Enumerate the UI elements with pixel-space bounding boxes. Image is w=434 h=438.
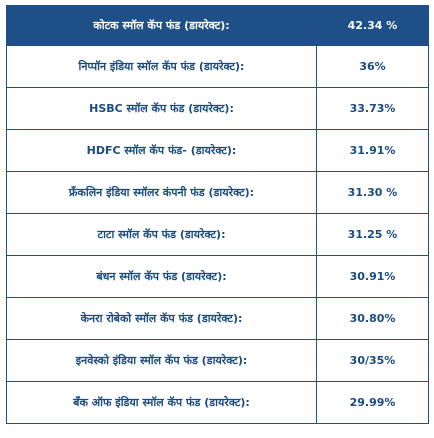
fund-return-cell: 33.73% (316, 87, 429, 130)
fund-return-cell: 30.91% (316, 255, 429, 298)
header-fund-return: 42.34 % (316, 5, 429, 46)
fund-return-cell: 31.25 % (316, 213, 429, 256)
table-row: बंधन स्मॉल कॅप फंड (डायरेक्ट): 30.91% (6, 255, 429, 298)
table-row: इनवेस्को इंडिया स्मॉल कॅप फंड (डायरेक्ट)… (6, 339, 429, 382)
table-row: निप्पॉन इंडिया स्मॉल कॅप फंड (डायरेक्ट):… (6, 45, 429, 88)
fund-name-cell: टाटा स्मॉल कॅप फंड (डायरेक्ट): (6, 213, 317, 256)
fund-name-cell: निप्पॉन इंडिया स्मॉल कॅप फंड (डायरेक्ट): (6, 45, 317, 88)
table-row: टाटा स्मॉल कॅप फंड (डायरेक्ट): 31.25 % (6, 213, 429, 256)
fund-return-cell: 30.80% (316, 297, 429, 340)
table-row: केनरा रोबेको स्मॉल कॅप फंड (डायरेक्ट): 3… (6, 297, 429, 340)
table-row: HDFC स्मॉल कॅप फंड- (डायरेक्ट): 31.91% (6, 129, 429, 172)
fund-name-cell: बंधन स्मॉल कॅप फंड (डायरेक्ट): (6, 255, 317, 298)
header-fund-name: कोटक स्मॉल कॅप फंड (डायरेक्ट): (6, 5, 317, 46)
fund-name-cell: केनरा रोबेको स्मॉल कॅप फंड (डायरेक्ट): (6, 297, 317, 340)
table-row: बँक ऑफ इंडिया स्मॉल कॅप फंड (डायरेक्ट): … (6, 381, 429, 424)
fund-name-cell: HDFC स्मॉल कॅप फंड- (डायरेक्ट): (6, 129, 317, 172)
fund-name-cell: फ्रँकलिन इंडिया स्मॉलर कंपनी फंड (डायरेक… (6, 171, 317, 214)
table-header-row: कोटक स्मॉल कॅप फंड (डायरेक्ट): 42.34 % (6, 5, 429, 46)
fund-return-cell: 30/35% (316, 339, 429, 382)
fund-returns-table: कोटक स्मॉल कॅप फंड (डायरेक्ट): 42.34 % न… (6, 5, 429, 424)
fund-name-cell: बँक ऑफ इंडिया स्मॉल कॅप फंड (डायरेक्ट): (6, 381, 317, 424)
fund-return-cell: 36% (316, 45, 429, 88)
table-row: फ्रँकलिन इंडिया स्मॉलर कंपनी फंड (डायरेक… (6, 171, 429, 214)
table-row: HSBC स्मॉल कॅप फंड (डायरेक्ट): 33.73% (6, 87, 429, 130)
fund-return-cell: 31.91% (316, 129, 429, 172)
fund-name-cell: इनवेस्को इंडिया स्मॉल कॅप फंड (डायरेक्ट)… (6, 339, 317, 382)
fund-return-cell: 29.99% (316, 381, 429, 424)
fund-name-cell: HSBC स्मॉल कॅप फंड (डायरेक्ट): (6, 87, 317, 130)
fund-return-cell: 31.30 % (316, 171, 429, 214)
